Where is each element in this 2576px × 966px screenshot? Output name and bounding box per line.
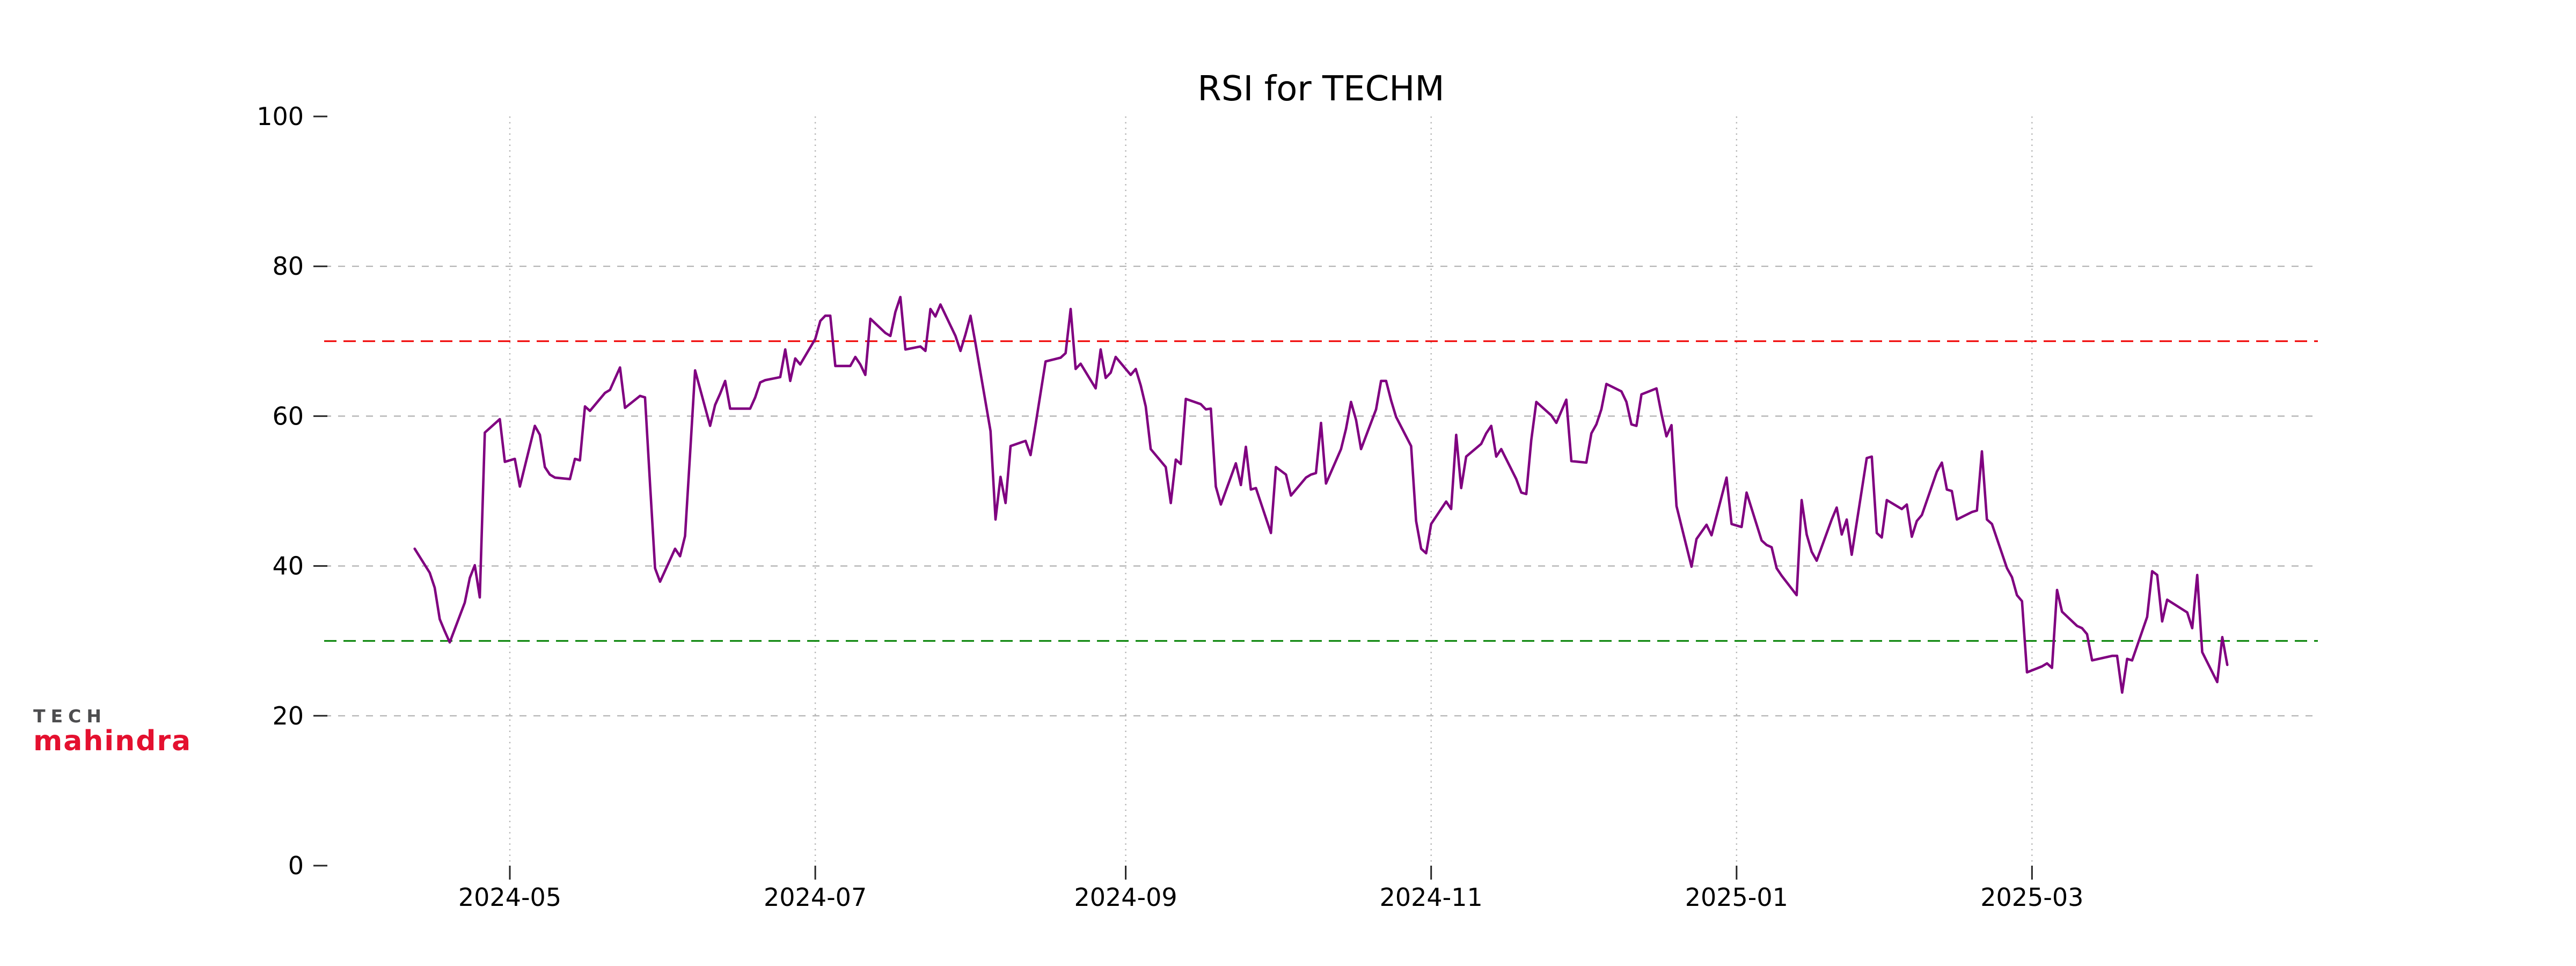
x-tick-label: 2024-05	[458, 883, 561, 912]
x-tick-label: 2025-03	[1980, 883, 2083, 912]
y-tick-label: 40	[272, 552, 304, 581]
y-axis: 0 20 40 60 80 100	[257, 102, 2318, 880]
y-tick-label: 60	[272, 401, 304, 430]
x-tick-label: 2024-09	[1074, 883, 1177, 912]
logo-text-tech: TECH	[33, 706, 107, 727]
x-tick-label: 2024-11	[1380, 883, 1483, 912]
chart-title: RSI for TECHM	[1197, 69, 1444, 109]
y-tick-label: 0	[288, 851, 304, 880]
x-axis: 2024-05 2024-07 2024-09 2024-11 2025-01 2025-…	[458, 116, 2083, 912]
tech-mahindra-logo: TECH mahindra	[33, 707, 192, 755]
y-tick-label: 20	[272, 701, 304, 730]
y-tick-label: 80	[272, 252, 304, 281]
x-tick-label: 2024-07	[764, 883, 867, 912]
logo-text-mahindra: mahindra	[33, 725, 192, 757]
y-tick-label: 100	[257, 102, 304, 131]
x-tick-label: 2025-01	[1685, 883, 1788, 912]
rsi-series-line	[413, 296, 2229, 694]
